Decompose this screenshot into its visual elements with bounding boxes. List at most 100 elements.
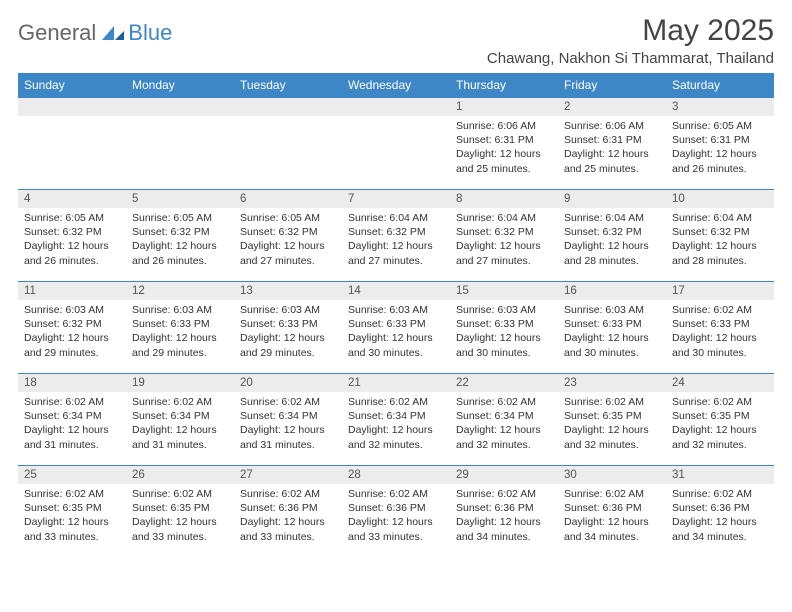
day-header: Monday (126, 73, 234, 98)
sunrise-line: Sunrise: 6:04 AM (672, 211, 768, 225)
sunset-line: Sunset: 6:32 PM (24, 225, 120, 239)
day-number (234, 98, 342, 116)
day-cell: 5Sunrise: 6:05 AMSunset: 6:32 PMDaylight… (126, 190, 234, 282)
day-content: Sunrise: 6:02 AMSunset: 6:34 PMDaylight:… (234, 392, 342, 456)
day-content: Sunrise: 6:05 AMSunset: 6:31 PMDaylight:… (666, 116, 774, 180)
day-content (342, 116, 450, 123)
sunset-line: Sunset: 6:35 PM (132, 501, 228, 515)
sunset-line: Sunset: 6:36 PM (456, 501, 552, 515)
daylight-line: Daylight: 12 hours and 29 minutes. (132, 331, 228, 359)
day-cell: 26 Sunrise: 6:02 AMSunset: 6:35 PMDayligh… (126, 466, 234, 558)
day-cell: 18Sunrise: 6:02 AMSunset: 6:34 PMDayligh… (18, 374, 126, 466)
daylight-line: Daylight: 12 hours and 34 minutes. (456, 515, 552, 543)
day-content: Sunrise: 6:06 AMSunset: 6:31 PMDaylight:… (558, 116, 666, 180)
day-content: Sunrise: 6:03 AMSunset: 6:33 PMDaylight:… (558, 300, 666, 364)
sunset-line: Sunset: 6:35 PM (672, 409, 768, 423)
day-cell: 30Sunrise: 6:02 AMSunset: 6:36 PMDayligh… (558, 466, 666, 558)
daylight-line: Daylight: 12 hours and 32 minutes. (564, 423, 660, 451)
day-number (126, 98, 234, 116)
daylight-line: Daylight: 12 hours and 32 minutes. (348, 423, 444, 451)
sunset-line: Sunset: 6:36 PM (348, 501, 444, 515)
day-number: 31 (666, 466, 774, 484)
sunrise-line: Sunrise: 6:03 AM (24, 303, 120, 317)
day-number: 28 (342, 466, 450, 484)
sunrise-line: Sunrise: 6:03 AM (564, 303, 660, 317)
week-row: 11Sunrise: 6:03 AMSunset: 6:32 PMDayligh… (18, 282, 774, 374)
week-row: 4Sunrise: 6:05 AMSunset: 6:32 PMDaylight… (18, 190, 774, 282)
day-number: 7 (342, 190, 450, 208)
daylight-line: Daylight: 12 hours and 33 minutes. (240, 515, 336, 543)
day-number: 30 (558, 466, 666, 484)
day-number: 26 (126, 466, 234, 484)
day-content: Sunrise: 6:05 AMSunset: 6:32 PMDaylight:… (234, 208, 342, 272)
sunrise-line: Sunrise: 6:04 AM (564, 211, 660, 225)
day-number: 4 (18, 190, 126, 208)
sunset-line: Sunset: 6:36 PM (564, 501, 660, 515)
day-header: Tuesday (234, 73, 342, 98)
sunset-line: Sunset: 6:33 PM (240, 317, 336, 331)
sunset-line: Sunset: 6:32 PM (672, 225, 768, 239)
daylight-line: Daylight: 12 hours and 30 minutes. (672, 331, 768, 359)
week-row: 1Sunrise: 6:06 AMSunset: 6:31 PMDaylight… (18, 98, 774, 190)
sunrise-line: Sunrise: 6:02 AM (348, 395, 444, 409)
calendar-body: 1Sunrise: 6:06 AMSunset: 6:31 PMDaylight… (18, 98, 774, 558)
day-number: 24 (666, 374, 774, 392)
day-number (342, 98, 450, 116)
day-content: Sunrise: 6:02 AMSunset: 6:36 PMDaylight:… (234, 484, 342, 548)
day-number: 10 (666, 190, 774, 208)
day-cell: 1Sunrise: 6:06 AMSunset: 6:31 PMDaylight… (450, 98, 558, 190)
day-number: 25 (18, 466, 126, 484)
day-cell: 19Sunrise: 6:02 AMSunset: 6:34 PMDayligh… (126, 374, 234, 466)
sunrise-line: Sunrise: 6:03 AM (348, 303, 444, 317)
day-cell: 21Sunrise: 6:02 AMSunset: 6:34 PMDayligh… (342, 374, 450, 466)
day-cell: 8Sunrise: 6:04 AMSunset: 6:32 PMDaylight… (450, 190, 558, 282)
day-number: 18 (18, 374, 126, 392)
day-content: Sunrise: 6:02 AMSunset: 6:34 PMDaylight:… (450, 392, 558, 456)
daylight-line: Daylight: 12 hours and 33 minutes. (24, 515, 120, 543)
day-header: Saturday (666, 73, 774, 98)
sunrise-line: Sunrise: 6:03 AM (240, 303, 336, 317)
day-number: 12 (126, 282, 234, 300)
daylight-line: Daylight: 12 hours and 30 minutes. (456, 331, 552, 359)
day-cell: 3Sunrise: 6:05 AMSunset: 6:31 PMDaylight… (666, 98, 774, 190)
sunrise-line: Sunrise: 6:05 AM (672, 119, 768, 133)
sunset-line: Sunset: 6:34 PM (456, 409, 552, 423)
sunrise-line: Sunrise: 6:06 AM (456, 119, 552, 133)
day-content: Sunrise: 6:03 AMSunset: 6:33 PMDaylight:… (234, 300, 342, 364)
sunrise-line: Sunrise: 6:02 AM (132, 395, 228, 409)
day-cell: 7Sunrise: 6:04 AMSunset: 6:32 PMDaylight… (342, 190, 450, 282)
day-content: Sunrise: 6:05 AMSunset: 6:32 PMDaylight:… (18, 208, 126, 272)
sunset-line: Sunset: 6:35 PM (24, 501, 120, 515)
sunset-line: Sunset: 6:36 PM (672, 501, 768, 515)
sunrise-line: Sunrise: 6:02 AM (24, 487, 120, 501)
sunset-line: Sunset: 6:33 PM (348, 317, 444, 331)
sunset-line: Sunset: 6:34 PM (240, 409, 336, 423)
day-number (18, 98, 126, 116)
sunset-line: Sunset: 6:32 PM (456, 225, 552, 239)
daylight-line: Daylight: 12 hours and 28 minutes. (672, 239, 768, 267)
day-content: Sunrise: 6:03 AMSunset: 6:33 PMDaylight:… (450, 300, 558, 364)
sunset-line: Sunset: 6:32 PM (240, 225, 336, 239)
day-number: 29 (450, 466, 558, 484)
week-row: 25Sunrise: 6:02 AMSunset: 6:35 PMDayligh… (18, 466, 774, 558)
daylight-line: Daylight: 12 hours and 32 minutes. (456, 423, 552, 451)
day-number: 6 (234, 190, 342, 208)
sunset-line: Sunset: 6:35 PM (564, 409, 660, 423)
sunset-line: Sunset: 6:31 PM (456, 133, 552, 147)
day-number: 17 (666, 282, 774, 300)
day-cell: 23Sunrise: 6:02 AMSunset: 6:35 PMDayligh… (558, 374, 666, 466)
daylight-line: Daylight: 12 hours and 30 minutes. (348, 331, 444, 359)
day-content: Sunrise: 6:03 AMSunset: 6:33 PMDaylight:… (342, 300, 450, 364)
sunrise-line: Sunrise: 6:03 AM (456, 303, 552, 317)
sunrise-line: Sunrise: 6:02 AM (24, 395, 120, 409)
sunrise-line: Sunrise: 6:06 AM (564, 119, 660, 133)
sunrise-line: Sunrise: 6:02 AM (672, 395, 768, 409)
sunrise-line: Sunrise: 6:02 AM (132, 487, 228, 501)
day-cell: 10 Sunrise: 6:04 AMSunset: 6:32 PMDayligh… (666, 190, 774, 282)
day-cell: 17Sunrise: 6:02 AMSunset: 6:33 PMDayligh… (666, 282, 774, 374)
day-content (234, 116, 342, 123)
day-number: 14 (342, 282, 450, 300)
daylight-line: Daylight: 12 hours and 33 minutes. (132, 515, 228, 543)
day-number: 22 (450, 374, 558, 392)
sunrise-line: Sunrise: 6:02 AM (672, 303, 768, 317)
